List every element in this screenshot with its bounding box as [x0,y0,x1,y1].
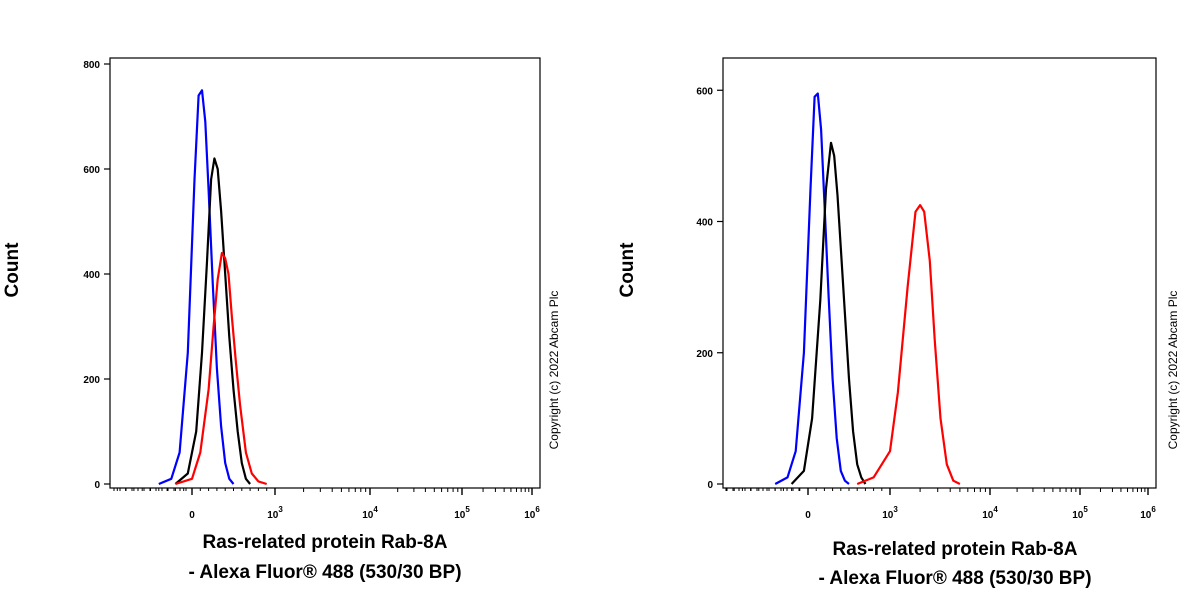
y-tick-label: 600 [83,165,100,176]
plot-frame [722,57,1157,489]
series-line-blue [774,92,850,485]
x-tick-label: 0 [805,510,811,521]
series-line-red [175,251,268,486]
y-tick-label: 400 [83,270,100,281]
y-tick-label: 800 [83,60,100,71]
y-tick-label: 0 [707,480,713,491]
x-tick-label: 104 [362,505,378,521]
x-tick-label: 103 [882,505,898,521]
y-axis-title: Count [2,242,23,298]
x-axis-title-line1: Ras-related protein Rab-8A [833,539,1078,560]
x-tick-label: 105 [1072,505,1088,521]
x-tick-label: 106 [1140,505,1156,521]
y-tick-label: 0 [94,480,100,491]
plot-frame [109,57,541,489]
y-tick-label: 600 [696,86,713,97]
series-line-red [856,204,961,486]
x-axis-title-line2: - Alexa Fluor® 488 (530/30 BP) [818,568,1091,589]
x-tick-label: 0 [189,510,195,521]
histogram-right: 0 200 400 600 0 103 104 105 106 Count Ras-related … [617,57,1180,589]
y-tick-label: 200 [83,375,100,386]
x-tick-label: 104 [982,505,998,521]
x-tick-label: 106 [524,505,540,521]
x-tick-label: 103 [267,505,283,521]
series-line-blue [158,89,235,486]
y-tick-label: 200 [696,349,713,360]
series-line-black [174,157,251,485]
y-axis-title: Count [617,242,638,298]
copyright-text: Copyright (c) 2022 Abcam Plc [547,291,561,450]
series-line-black [790,141,867,485]
y-tick-label: 400 [696,218,713,229]
x-tick-label: 105 [454,505,470,521]
x-axis-title-line1: Ras-related protein Rab-8A [203,532,448,553]
x-axis-title-line2: - Alexa Fluor® 488 (530/30 BP) [188,562,461,583]
histogram-left: 0 200 400 600 800 0 103 104 105 106 Count Ras-relat… [2,57,561,583]
copyright-text: Copyright (c) 2022 Abcam Plc [1166,291,1180,450]
